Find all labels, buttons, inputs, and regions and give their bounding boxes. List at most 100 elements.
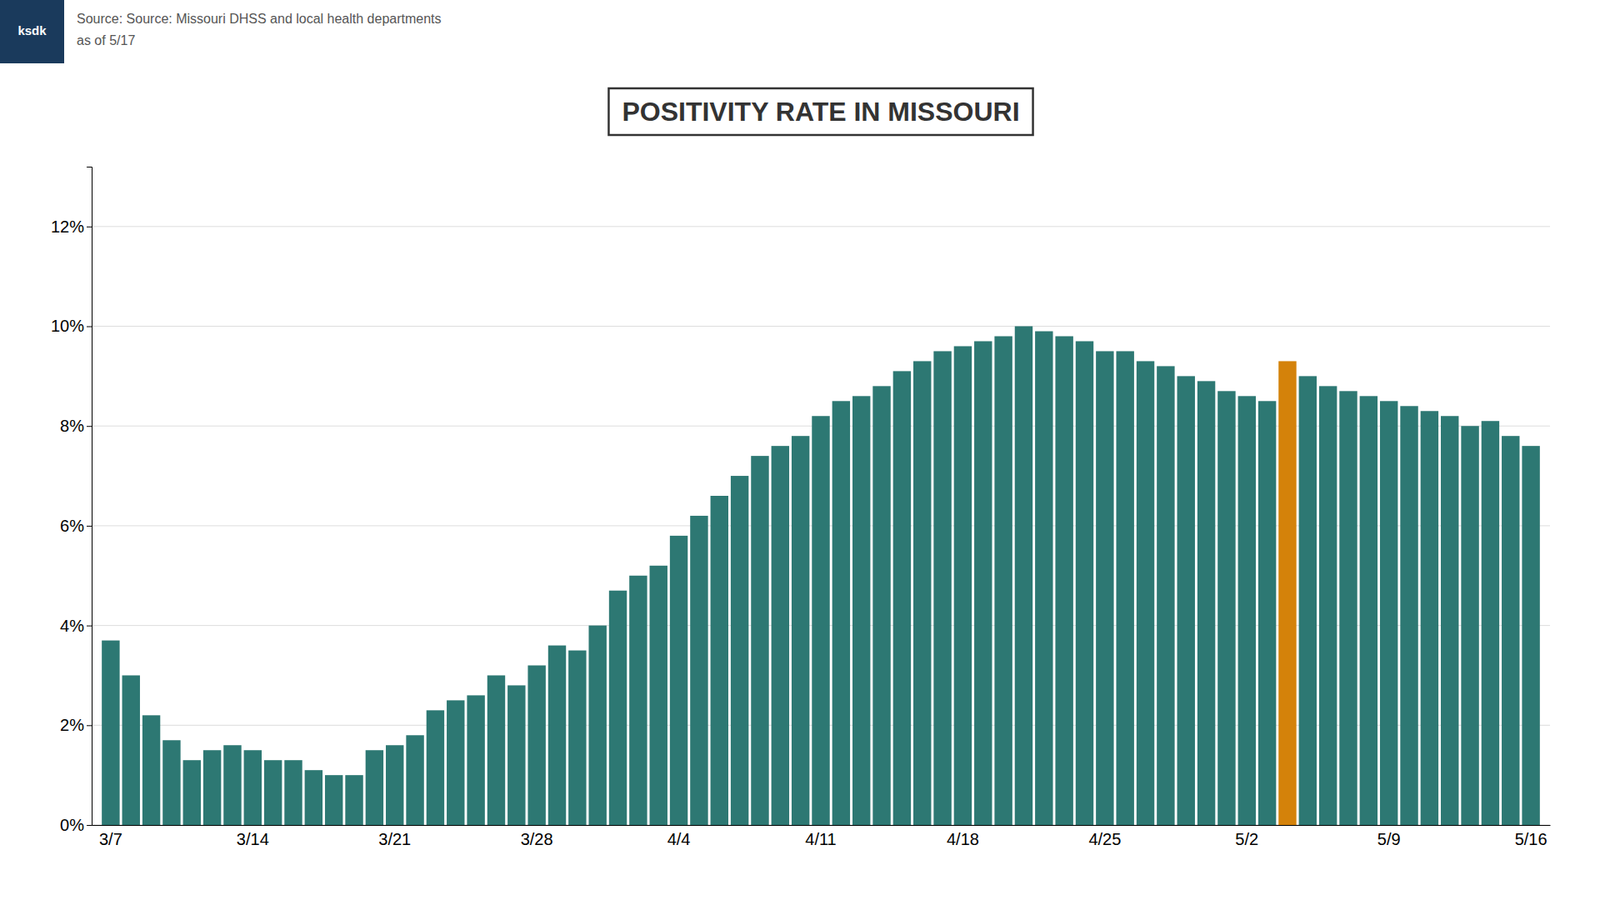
bar	[1299, 375, 1317, 825]
y-axis-line	[86, 167, 93, 826]
bar	[405, 735, 424, 825]
bar	[872, 385, 890, 825]
y-axis: 0%2%4%6%8%10%12%	[50, 167, 93, 835]
bar	[1440, 415, 1459, 825]
bar	[264, 760, 282, 825]
y-tick-label: 10%	[50, 316, 85, 335]
y-tick: 2%	[60, 715, 92, 735]
x-tick-label: 5/9	[1377, 830, 1401, 849]
bar	[1521, 445, 1540, 825]
grid	[91, 226, 1550, 825]
bar	[1460, 425, 1479, 825]
bar	[345, 775, 363, 825]
x-tick-label: 4/25	[1088, 830, 1121, 849]
x-tick-label: 4/11	[805, 830, 836, 849]
bar	[1115, 350, 1134, 825]
bar	[1238, 395, 1256, 825]
bar	[771, 445, 790, 825]
x-tick: 4/18	[946, 830, 980, 849]
bar	[1075, 340, 1094, 825]
bar	[750, 455, 769, 825]
bar	[609, 590, 627, 825]
bar	[650, 565, 668, 825]
bar	[548, 645, 566, 825]
y-tick-mark	[86, 326, 92, 328]
bar	[730, 475, 749, 825]
x-tick: 3/14	[236, 830, 270, 849]
x-tick-label: 5/16	[1515, 830, 1548, 849]
bar	[1420, 410, 1439, 825]
x-tick: 4/25	[1088, 830, 1121, 849]
bar	[101, 640, 120, 825]
bar	[1501, 435, 1520, 825]
y-tick-mark	[86, 425, 92, 427]
bar	[1156, 365, 1175, 825]
bar	[954, 345, 972, 825]
x-tick: 3/7	[99, 830, 123, 849]
x-tick-label: 4/4	[667, 830, 691, 849]
logo-box	[0, 0, 65, 64]
bar	[1319, 385, 1337, 825]
y-tick-mark	[86, 725, 92, 726]
grid-line	[91, 225, 1550, 227]
x-tick-label: 3/14	[236, 830, 270, 849]
x-tick: 4/4	[667, 830, 691, 849]
source-text: Source: Source: Missouri DHSS and local …	[76, 11, 442, 26]
bar	[507, 685, 525, 825]
bar	[1197, 380, 1215, 825]
y-tick-mark	[86, 625, 92, 627]
title-group: POSITIVITY RATE IN MISSOURI	[608, 88, 1033, 135]
bar	[568, 650, 586, 825]
y-tick-label: 2%	[60, 715, 85, 735]
y-tick-mark	[86, 226, 92, 228]
bar	[1400, 405, 1418, 825]
bar	[203, 750, 221, 825]
bar	[223, 745, 241, 825]
bar	[1055, 335, 1073, 825]
bar	[325, 775, 343, 825]
bar	[142, 715, 160, 825]
bar	[690, 515, 708, 825]
bar	[1360, 395, 1378, 825]
y-tick: 8%	[60, 416, 92, 435]
bar	[1136, 360, 1155, 825]
y-tick-label: 6%	[60, 516, 85, 535]
bar	[629, 575, 647, 825]
x-tick: 4/11	[805, 830, 836, 849]
x-tick: 5/9	[1377, 830, 1401, 849]
bar	[852, 395, 870, 825]
bar	[1095, 350, 1114, 825]
bar	[933, 350, 951, 825]
bar	[791, 435, 810, 825]
y-tick-mark	[86, 525, 92, 527]
bar	[305, 770, 323, 825]
bar	[487, 675, 505, 825]
plot: 0%2%4%6%8%10%12%3/73/143/213/284/44/114/…	[50, 167, 1551, 850]
bar	[832, 400, 850, 825]
y-tick-label: 12%	[50, 217, 85, 236]
y-tick-label: 8%	[60, 416, 85, 435]
bar	[974, 340, 992, 825]
x-tick: 3/21	[378, 830, 411, 849]
logo-text: ksdk	[17, 23, 47, 38]
x-tick-label: 4/18	[946, 830, 980, 849]
bar	[670, 535, 688, 825]
bar	[1481, 420, 1500, 825]
bar	[913, 360, 931, 825]
x-tick-label: 5/2	[1235, 830, 1259, 849]
bar	[446, 700, 465, 825]
x-tick-label: 3/21	[378, 830, 411, 849]
bar	[588, 625, 606, 825]
y-tick: 4%	[60, 616, 92, 635]
bar	[811, 415, 830, 825]
x-tick: 5/2	[1235, 830, 1259, 849]
bar	[122, 675, 140, 825]
bar	[1035, 331, 1053, 826]
bar	[426, 710, 445, 825]
bar	[994, 335, 1012, 825]
x-axis: 3/73/143/213/284/44/114/184/255/25/95/16	[92, 825, 1551, 850]
bar	[1339, 390, 1357, 825]
bar	[385, 745, 404, 825]
bar	[244, 750, 262, 825]
bar	[183, 760, 201, 825]
